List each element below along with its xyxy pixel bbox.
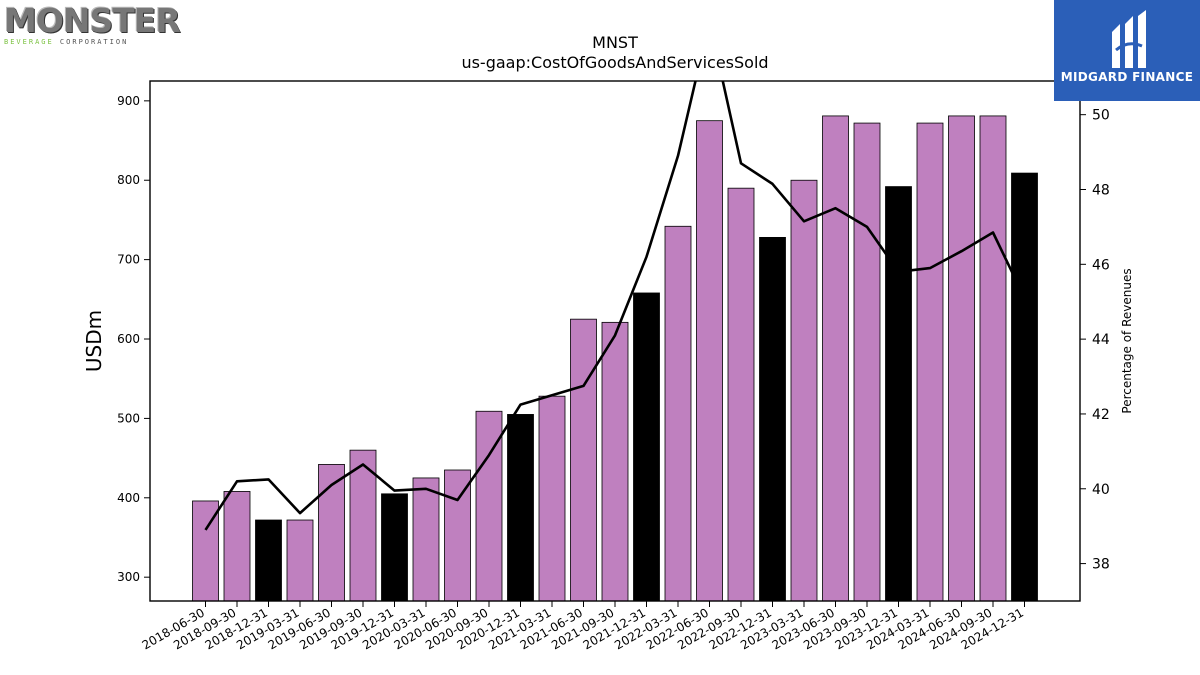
bar-2024-12-31	[1011, 172, 1038, 601]
y2-tick-label-42: 42	[1092, 407, 1110, 423]
bar-2022-03-31	[664, 225, 692, 601]
y-tick-label-800: 800	[117, 173, 140, 187]
monster-logo-sub-rest: CORPORATION	[53, 38, 129, 46]
axes-group: 300400500600700800900384042444648502018-…	[117, 80, 1110, 652]
bar-2018-12-31	[255, 519, 282, 601]
bar-2024-03-31	[916, 122, 944, 601]
bar-2022-12-31	[759, 236, 786, 601]
midgard-mark-icon	[1112, 10, 1146, 68]
y2-tick-label-48: 48	[1092, 182, 1110, 198]
y2-tick-label-40: 40	[1092, 482, 1110, 498]
bar-2019-12-31	[381, 493, 408, 601]
y2-axis-label: Percentage of Revenues	[1120, 268, 1134, 413]
midgard-logo-name: MIDGARD FINANCE	[1060, 70, 1194, 84]
bar-2022-06-30	[696, 120, 723, 601]
monster-logo-subtitle: BEVERAGE CORPORATION	[4, 38, 164, 46]
bar-2019-09-30	[349, 449, 377, 601]
percentage-line	[204, 81, 1026, 531]
y2-tick-label-38: 38	[1092, 557, 1110, 573]
bar-2024-09-30	[979, 115, 1007, 601]
bar-2020-03-31	[412, 477, 440, 601]
y-tick-label-900: 900	[117, 94, 140, 108]
bar-2020-12-31	[507, 414, 534, 601]
y-tick-label-500: 500	[117, 411, 140, 425]
bar-2022-09-30	[727, 187, 755, 601]
chart-title: MNST	[592, 33, 638, 52]
bar-2018-09-30	[223, 491, 251, 601]
bar-2021-06-30	[570, 318, 597, 601]
monster-logo-sub-green: BEVERAGE	[4, 38, 54, 46]
bar-2023-06-30	[822, 115, 849, 601]
monster-logo-word: MONSTER	[4, 1, 181, 40]
bar-2019-06-30	[318, 464, 345, 601]
y2-tick-label-44: 44	[1092, 332, 1110, 348]
y-tick-label-700: 700	[117, 253, 140, 267]
line-group	[204, 81, 1026, 531]
bar-2023-03-31	[790, 179, 818, 601]
bar-2020-06-30	[444, 469, 471, 601]
chart-subtitle: us-gaap:CostOfGoodsAndServicesSold	[461, 53, 768, 72]
y2-tick-label-50: 50	[1092, 108, 1110, 124]
bar-2021-03-31	[538, 395, 566, 601]
bar-2021-09-30	[601, 321, 629, 601]
y-tick-label-600: 600	[117, 332, 140, 346]
midgard-finance-logo: MIDGARD FINANCE	[1054, 0, 1200, 101]
bars-group	[192, 115, 1038, 601]
bar-2023-12-31	[885, 186, 912, 601]
y2-tick-label-46: 46	[1092, 257, 1110, 273]
y-axis-label: USDm	[82, 310, 106, 372]
bar-2021-12-31	[633, 292, 660, 601]
y-tick-label-300: 300	[117, 570, 140, 584]
bar-2024-06-30	[948, 115, 975, 601]
bar-2023-09-30	[853, 122, 881, 601]
bar-2019-03-31	[286, 519, 314, 601]
monster-logo: MONSTER BEVERAGE CORPORATION	[4, 1, 181, 47]
y-tick-label-400: 400	[117, 491, 140, 505]
